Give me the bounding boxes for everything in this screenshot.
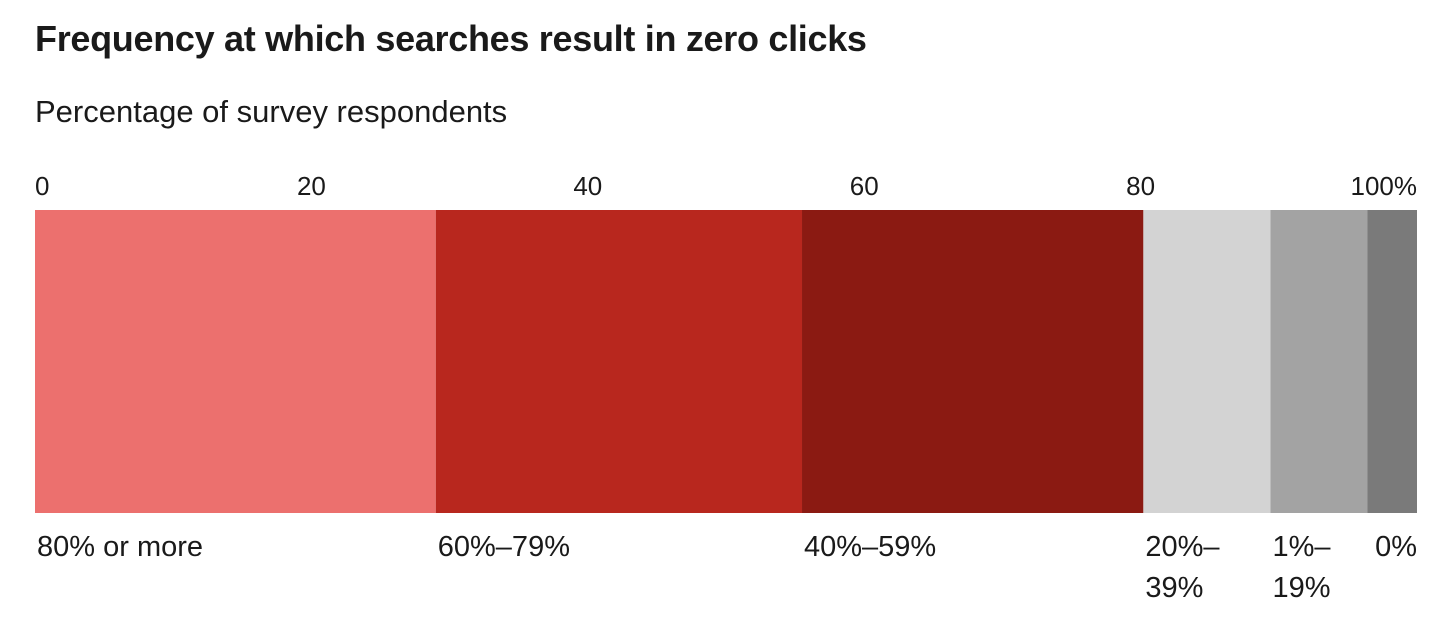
chart-subtitle: Percentage of survey respondents xyxy=(35,94,508,129)
segment-label-line: 1%– xyxy=(1273,531,1332,563)
segment-label-line: 0% xyxy=(1375,531,1417,563)
bar-segments xyxy=(35,210,1417,513)
x-tick-label: 40 xyxy=(573,171,602,201)
segment-label-line: 80% or more xyxy=(37,531,203,563)
segment-label: 80% or more xyxy=(37,531,203,563)
x-tick-label: 0 xyxy=(35,171,49,201)
segment-label: 0% xyxy=(1375,531,1417,563)
x-axis-ticks: 0 20 40 60 80 100% xyxy=(35,171,1417,201)
bar-segment xyxy=(1270,210,1368,513)
segment-label-line: 40%–59% xyxy=(804,531,936,563)
segment-label-line: 19% xyxy=(1273,572,1331,604)
chart-title: Frequency at which searches result in ze… xyxy=(35,18,867,59)
bar-segment xyxy=(802,210,1144,513)
segment-label-line: 39% xyxy=(1145,572,1203,604)
x-tick-label: 100% xyxy=(1351,171,1418,201)
segment-label: 40%–59% xyxy=(804,531,936,563)
x-tick-label: 20 xyxy=(297,171,326,201)
segment-label-line: 60%–79% xyxy=(438,531,570,563)
segment-label-line: 20%– xyxy=(1145,531,1220,563)
bar-segment xyxy=(1143,210,1271,513)
segment-label: 1%– 19% xyxy=(1273,531,1332,604)
bar-segment xyxy=(435,210,803,513)
x-tick-label: 60 xyxy=(850,171,879,201)
x-tick-label: 80 xyxy=(1126,171,1155,201)
bar-segment xyxy=(35,210,436,513)
segment-label: 60%–79% xyxy=(438,531,570,563)
segment-label: 20%– 39% xyxy=(1145,531,1220,604)
bar-segment xyxy=(1367,210,1417,513)
segment-labels: 80% or more 60%–79% 40%–59% 20%– 39%1%– 19%0% xyxy=(37,531,1417,604)
